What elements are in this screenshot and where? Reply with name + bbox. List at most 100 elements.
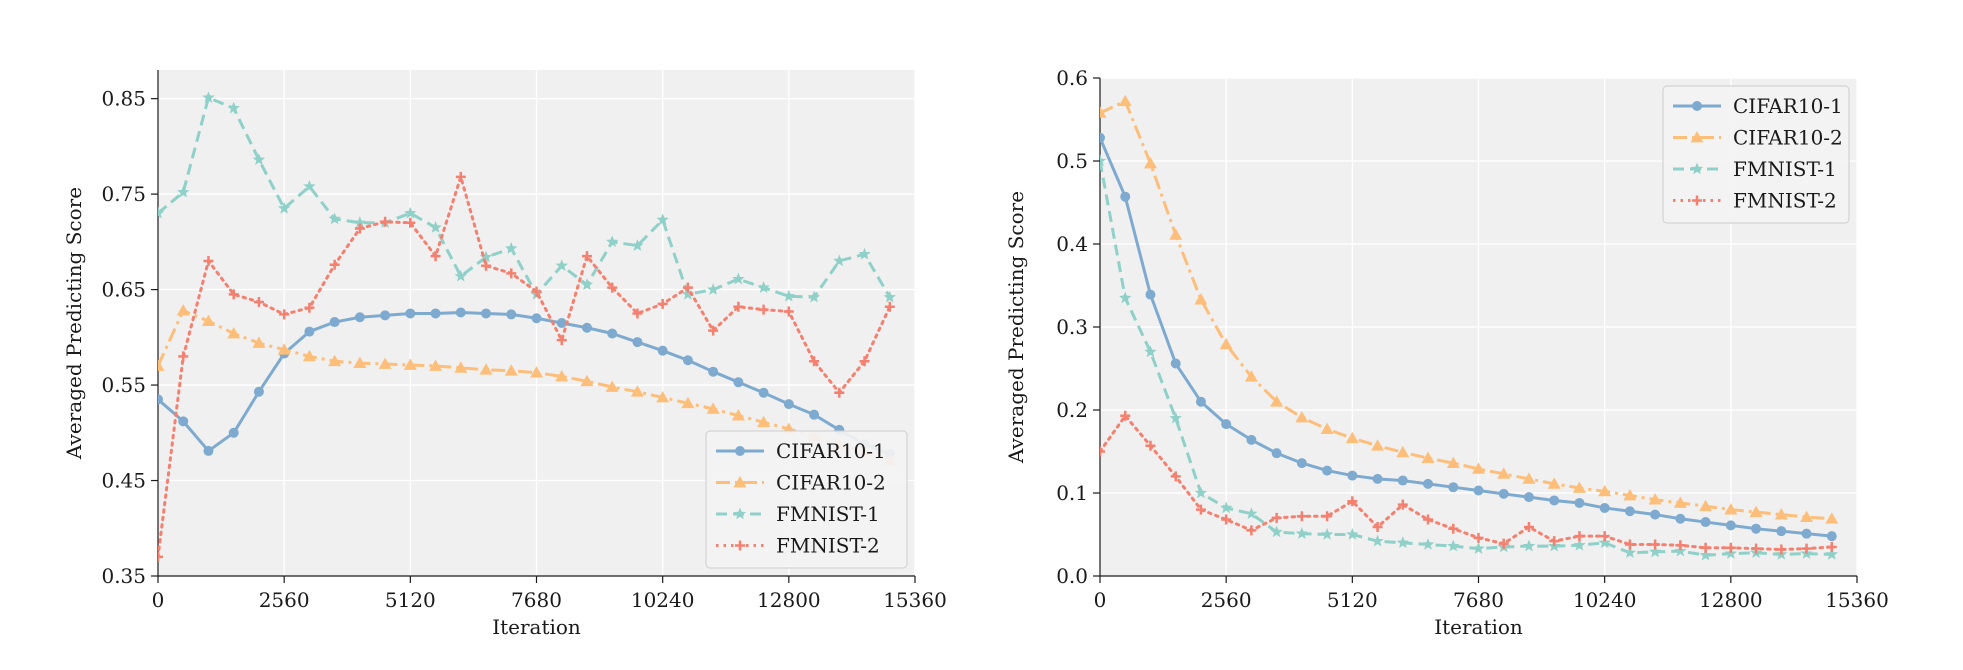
data-point-fmnist-2 — [783, 306, 794, 317]
data-point-cifar10-1 — [783, 399, 794, 410]
data-point-fmnist-1 — [1825, 547, 1838, 560]
data-point-fmnist-2 — [1650, 539, 1661, 550]
x-tick-label: 15360 — [883, 588, 947, 612]
data-point-cifar10-2 — [630, 385, 644, 397]
data-point-fmnist-2 — [1801, 543, 1812, 554]
legend-label-fmnist-1: FMNIST-1 — [1733, 157, 1837, 181]
data-point-fmnist-2 — [253, 296, 264, 307]
data-point-fmnist-2 — [758, 304, 769, 315]
data-point-cifar10-1 — [1423, 478, 1434, 489]
data-point-cifar10-2 — [1825, 512, 1839, 524]
data-point-cifar10-1 — [1347, 470, 1358, 481]
data-point-fmnist-2 — [1100, 446, 1105, 457]
data-point-fmnist-1 — [1270, 525, 1283, 538]
data-point-fmnist-2 — [405, 217, 416, 228]
legend-marker-cifar10-1 — [1692, 101, 1702, 111]
data-point-fmnist-1 — [782, 289, 796, 302]
x-tick-label: 7680 — [1453, 588, 1504, 612]
data-point-cifar10-2 — [201, 314, 215, 326]
data-point-fmnist-2 — [556, 335, 567, 346]
data-point-fmnist-2 — [1473, 532, 1484, 543]
legend-marker-fmnist-1 — [733, 507, 747, 520]
y-tick-label: 0.1 — [1056, 481, 1088, 505]
data-point-cifar10-2 — [252, 336, 266, 348]
data-point-fmnist-1 — [1623, 546, 1637, 559]
data-point-fmnist-1 — [1598, 536, 1611, 549]
data-point-cifar10-1 — [1523, 492, 1534, 503]
data-point-fmnist-2 — [1322, 511, 1333, 522]
y-tick-label: 0.6 — [1056, 66, 1088, 90]
data-point-fmnist-2 — [279, 309, 290, 320]
y-tick-label: 0.45 — [101, 469, 146, 493]
data-point-cifar10-1 — [809, 409, 820, 420]
legend-label-fmnist-2: FMNIST-2 — [1733, 189, 1837, 213]
data-point-cifar10-1 — [506, 309, 517, 320]
legend-label-fmnist-2: FMNIST-2 — [776, 534, 880, 558]
series-group — [158, 91, 897, 562]
series-group — [1100, 94, 1839, 561]
data-point-fmnist-1 — [807, 290, 821, 303]
data-point-cifar10-2 — [302, 349, 316, 362]
data-point-cifar10-1 — [708, 366, 719, 377]
x-tick-label: 2560 — [1201, 588, 1252, 612]
series-line-cifar10-2 — [1100, 99, 1832, 521]
data-point-cifar10-1 — [758, 387, 769, 398]
data-point-fmnist-2 — [607, 282, 618, 293]
data-point-cifar10-2 — [1421, 451, 1435, 464]
data-point-fmnist-2 — [834, 387, 845, 398]
data-point-cifar10-1 — [1599, 502, 1610, 513]
data-point-fmnist-2 — [1347, 496, 1358, 507]
data-point-fmnist-2 — [481, 260, 492, 271]
x-tick-label: 15360 — [1825, 588, 1889, 612]
data-point-cifar10-2 — [656, 390, 670, 403]
legend-marker-fmnist-2 — [735, 540, 745, 551]
data-point-fmnist-2 — [1574, 531, 1585, 542]
y-tick-label: 0.4 — [1056, 232, 1088, 256]
data-point-fmnist-1 — [1346, 528, 1359, 540]
data-point-fmnist-2 — [1145, 440, 1156, 451]
data-point-fmnist-1 — [656, 213, 669, 226]
data-point-cifar10-2 — [1396, 445, 1410, 458]
data-point-fmnist-1 — [353, 216, 367, 229]
data-point-cifar10-2 — [681, 396, 695, 409]
data-point-cifar10-1 — [1448, 482, 1459, 493]
x-tick-label: 10240 — [631, 588, 695, 612]
data-point-cifar10-2 — [1648, 493, 1662, 505]
data-point-fmnist-2 — [1397, 499, 1408, 510]
data-point-fmnist-2 — [657, 298, 668, 309]
data-point-fmnist-1 — [227, 101, 240, 114]
legend-marker-fmnist-1 — [1690, 162, 1704, 175]
data-point-fmnist-1 — [1119, 291, 1132, 304]
data-point-fmnist-2 — [228, 289, 239, 300]
data-point-cifar10-2 — [605, 380, 619, 392]
data-point-fmnist-2 — [708, 325, 719, 336]
data-point-cifar10-1 — [1100, 132, 1105, 143]
data-point-cifar10-2 — [1724, 503, 1738, 515]
data-point-cifar10-2 — [454, 361, 468, 373]
y-tick-label: 0.55 — [101, 373, 146, 397]
data-point-cifar10-2 — [1194, 293, 1208, 305]
y-tick-label: 0.35 — [101, 564, 146, 588]
data-point-cifar10-1 — [1120, 191, 1131, 202]
data-point-cifar10-1 — [1271, 448, 1282, 459]
left-chart: 0 2560 5120 7680 10240 12800 15360 0.35 0.45 0.55… — [62, 70, 947, 639]
data-point-cifar10-1 — [1801, 528, 1812, 539]
legend-marker-cifar10-2 — [733, 476, 747, 488]
data-point-cifar10-1 — [632, 337, 643, 348]
data-point-fmnist-1 — [1674, 544, 1687, 557]
data-point-fmnist-2 — [1120, 410, 1131, 421]
data-point-cifar10-2 — [1749, 505, 1763, 517]
data-point-cifar10-1 — [1700, 517, 1711, 528]
data-point-fmnist-2 — [1523, 522, 1534, 533]
data-point-cifar10-1 — [1372, 473, 1383, 484]
data-point-fmnist-1 — [1100, 154, 1107, 167]
data-point-fmnist-2 — [506, 268, 517, 279]
data-point-cifar10-2 — [176, 304, 190, 316]
data-point-fmnist-1 — [833, 254, 846, 267]
data-point-cifar10-2 — [1219, 337, 1233, 350]
data-point-fmnist-2 — [1725, 542, 1736, 553]
data-point-cifar10-1 — [203, 445, 214, 456]
data-point-cifar10-1 — [1221, 419, 1232, 430]
right-chart: 0 2560 5120 7680 10240 12800 15360 0.0 0.1 0.2 0.3… — [1004, 66, 1889, 639]
